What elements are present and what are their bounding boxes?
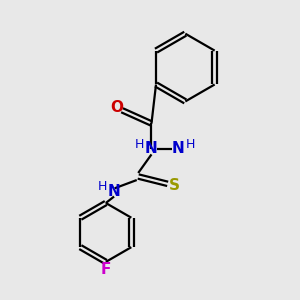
Text: H: H [186,139,195,152]
Text: N: N [172,141,184,156]
Text: N: N [108,184,121,199]
Text: H: H [98,180,107,193]
Text: N: N [145,141,158,156]
Text: S: S [169,178,180,193]
Text: O: O [110,100,123,116]
Text: H: H [134,139,144,152]
Text: F: F [100,262,111,277]
